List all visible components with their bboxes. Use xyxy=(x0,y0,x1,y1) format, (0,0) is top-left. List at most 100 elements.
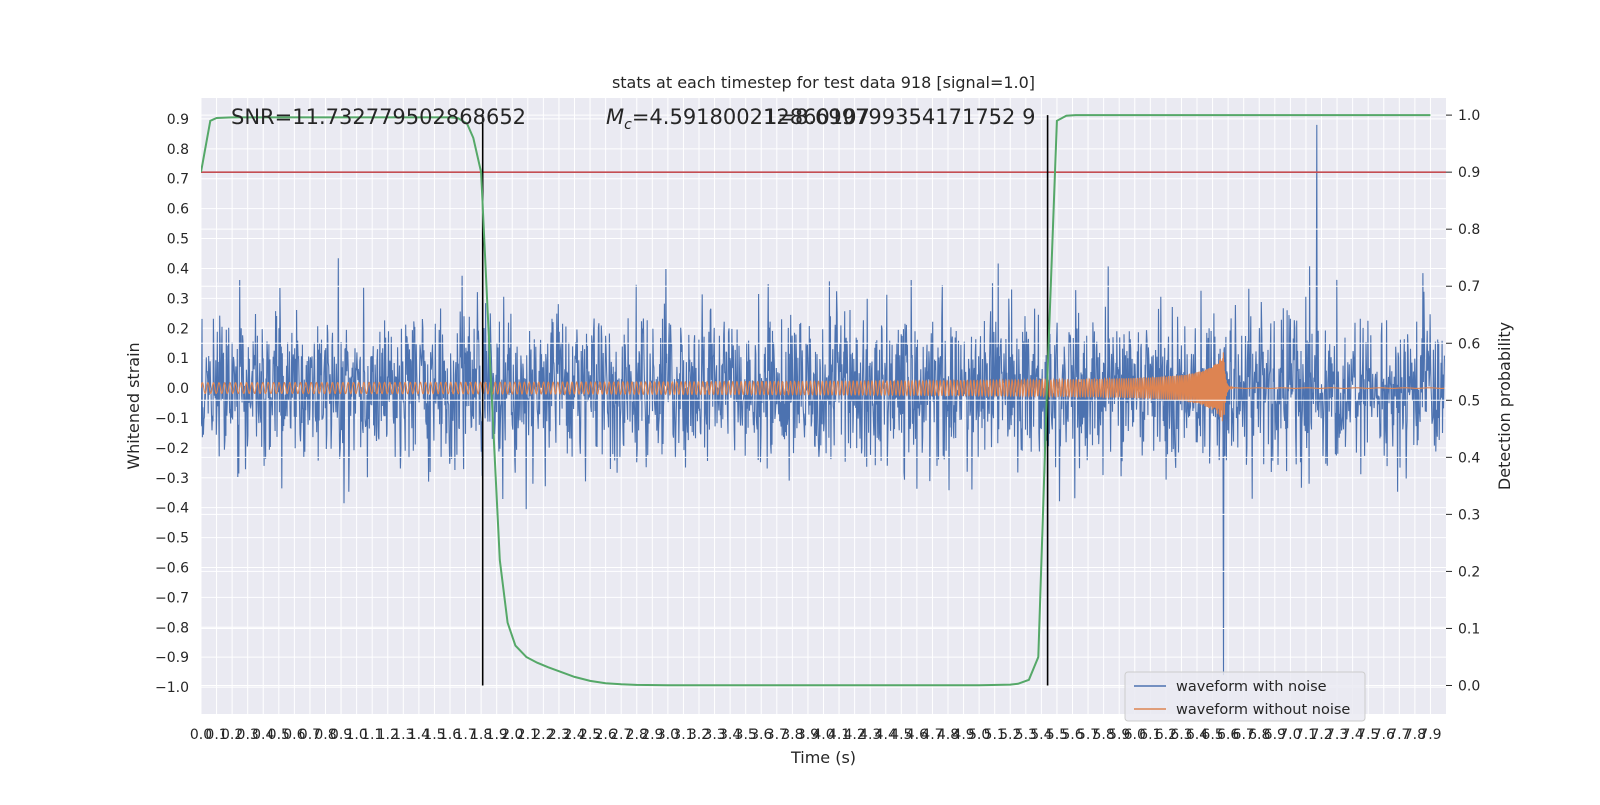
y-tick-label-left: 0.7 xyxy=(167,172,189,188)
x-tick-label: 1.6 xyxy=(439,727,461,743)
mc-value: =4.591800212860107 xyxy=(632,105,870,129)
x-tick-label: 1.1 xyxy=(361,727,383,743)
x-tick-label: 2.2 xyxy=(532,727,554,743)
x-tick-label: 2.3 xyxy=(548,727,570,743)
chart-title: stats at each timestep for test data 918… xyxy=(612,73,1035,92)
y-tick-label-left: 0.3 xyxy=(167,291,189,307)
x-tick-label: 5.8 xyxy=(1092,727,1114,743)
y-tick-label-left: 0.8 xyxy=(167,142,189,158)
y-tick-label-left: 0.0 xyxy=(167,381,189,397)
x-tick-label: 4.6 xyxy=(906,727,928,743)
x-tick-label: 5.3 xyxy=(1015,727,1037,743)
x-tick-label: 3.1 xyxy=(672,727,694,743)
y-tick-label-left: 0.9 xyxy=(167,112,189,128)
x-tick-label: 7.2 xyxy=(1310,727,1332,743)
y-tick-label-left: −0.3 xyxy=(155,471,189,487)
y-tick-label-right: 0.1 xyxy=(1458,621,1480,637)
x-tick-label: 3.3 xyxy=(703,727,725,743)
x-tick-label: 2.1 xyxy=(517,727,539,743)
x-tick-label: 1.4 xyxy=(408,727,430,743)
snr-annotation: SNR=11.732779502868652 xyxy=(231,105,526,129)
y-tick-label-right: 0.7 xyxy=(1458,279,1480,295)
x-tick-label: 1.5 xyxy=(423,727,445,743)
x-tick-label: 2.9 xyxy=(641,727,663,743)
x-tick-label: 0.2 xyxy=(221,727,243,743)
chirp-series-group xyxy=(201,352,1445,422)
x-tick-label: 2.4 xyxy=(563,727,585,743)
y-tick-label-left: −0.2 xyxy=(155,441,189,457)
x-tick-label: 0.1 xyxy=(205,727,227,743)
x-tick-label: 4.0 xyxy=(812,727,834,743)
x-tick-label: 2.6 xyxy=(594,727,616,743)
legend-box xyxy=(1124,671,1366,722)
mc-symbol: M xyxy=(606,105,624,129)
x-tick-label: 3.9 xyxy=(797,727,819,743)
y-tick-label-left: −0.9 xyxy=(155,650,189,666)
x-tick-label: 6.9 xyxy=(1264,727,1286,743)
x-tick-label: 6.1 xyxy=(1139,727,1161,743)
y-tick-label-left: −0.8 xyxy=(155,620,189,636)
y-tick-label-left: −0.7 xyxy=(155,590,189,606)
x-tick-label: 0.4 xyxy=(252,727,274,743)
x-tick-label: 2.8 xyxy=(626,727,648,743)
x-tick-label: 5.6 xyxy=(1061,727,1083,743)
y-tick-label-left: −0.4 xyxy=(155,501,189,517)
y-tick-label-right: 1.0 xyxy=(1458,108,1480,124)
x-tick-label: 4.2 xyxy=(843,727,865,743)
x-tick-label: 4.1 xyxy=(828,727,850,743)
x-tick-label: 3.8 xyxy=(781,727,803,743)
x-tick-label: 0.6 xyxy=(283,727,305,743)
x-tick-label: 1.8 xyxy=(470,727,492,743)
x-tick-label: 6.2 xyxy=(1155,727,1177,743)
x-tick-label: 4.5 xyxy=(890,727,912,743)
series-line-probability xyxy=(201,114,1431,687)
y-tick-label-left: 0.2 xyxy=(167,321,189,337)
y-tick-label-left: 0.5 xyxy=(167,232,189,248)
x-tick-label: 0.7 xyxy=(299,727,321,743)
x-tick-label: 7.4 xyxy=(1341,727,1363,743)
x-tick-label: 5.1 xyxy=(984,727,1006,743)
x-tick-label: 1.7 xyxy=(454,727,476,743)
y-axis-label-right: Detection probability xyxy=(1495,322,1514,490)
x-tick-label: 6.0 xyxy=(1124,727,1146,743)
x-axis-label: Time (s) xyxy=(790,748,856,767)
legend-label-clean: waveform without noise xyxy=(1176,702,1350,718)
x-tick-label: 5.7 xyxy=(1077,727,1099,743)
overlap-annotation: 1=8.699799354171752 9 xyxy=(764,105,1035,129)
x-tick-label: 7.0 xyxy=(1279,727,1301,743)
y-tick-label-right: 0.0 xyxy=(1458,678,1480,694)
x-tick-label: 3.4 xyxy=(719,727,741,743)
y-tick-label-right: 0.6 xyxy=(1458,336,1480,352)
x-tick-label: 5.2 xyxy=(999,727,1021,743)
x-tick-label: 1.3 xyxy=(392,727,414,743)
x-tick-label: 3.0 xyxy=(657,727,679,743)
series-line-noise xyxy=(201,124,1445,676)
x-tick-label: 6.7 xyxy=(1233,727,1255,743)
y-tick-label-left: −0.1 xyxy=(155,411,189,427)
x-tick-label: 7.1 xyxy=(1295,727,1317,743)
x-tick-label: 0.0 xyxy=(190,727,212,743)
x-tick-label: 6.3 xyxy=(1170,727,1192,743)
y-tick-label-right: 0.9 xyxy=(1458,165,1480,181)
x-tick-label: 3.7 xyxy=(766,727,788,743)
x-tick-label: 4.4 xyxy=(875,727,897,743)
x-tick-label: 7.6 xyxy=(1373,727,1395,743)
legend-label-noise: waveform with noise xyxy=(1176,679,1327,695)
mc-annotation: Mc=4.591800212860107 xyxy=(606,105,870,133)
x-tick-label: 6.4 xyxy=(1186,727,1208,743)
y-axis-label-left: Whitened strain xyxy=(124,342,143,469)
x-tick-label: 0.8 xyxy=(314,727,336,743)
x-tick-label: 2.0 xyxy=(501,727,523,743)
y-tick-label-left: −1.0 xyxy=(155,680,189,696)
x-tick-label: 3.5 xyxy=(735,727,757,743)
x-tick-label: 4.3 xyxy=(859,727,881,743)
overlay-group xyxy=(201,114,1446,687)
x-tick-label: 4.7 xyxy=(921,727,943,743)
x-tick-label: 5.0 xyxy=(968,727,990,743)
x-tick-label: 7.3 xyxy=(1326,727,1348,743)
x-tick-label: 7.8 xyxy=(1404,727,1426,743)
mc-subscript: c xyxy=(624,117,632,133)
y-tick-label-left: 0.1 xyxy=(167,351,189,367)
x-tick-label: 7.9 xyxy=(1419,727,1441,743)
